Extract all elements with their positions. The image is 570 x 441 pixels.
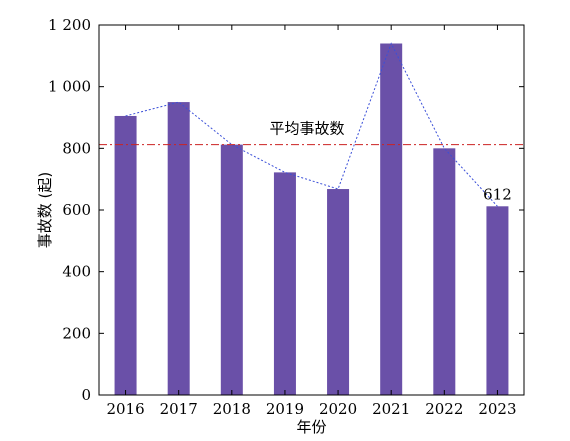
x-tick-label: 2022	[425, 400, 463, 418]
x-tick-label: 2016	[106, 400, 144, 418]
x-ticks-group: 2016 2017 2018 2019 2020 2021 2022 2023	[106, 25, 517, 418]
data-labels-group: 612	[483, 185, 512, 203]
bars-group	[114, 43, 509, 395]
y-tick-label: 400	[62, 263, 91, 281]
data-label-2023: 612	[483, 185, 512, 203]
y-tick-label: 0	[81, 386, 91, 404]
y-tick-label: 200	[62, 324, 91, 342]
bar-2022	[433, 148, 456, 395]
bar-2016	[114, 115, 137, 395]
x-axis-title: 年份	[296, 418, 326, 436]
x-tick-label: 2021	[372, 400, 410, 418]
bar-2023	[486, 206, 509, 395]
y-tick-label: 800	[62, 139, 91, 157]
bar-2019	[273, 172, 296, 395]
x-tick-label: 2020	[319, 400, 357, 418]
x-tick-label: 2018	[213, 400, 251, 418]
y-tick-label: 1 000	[48, 78, 91, 96]
y-ticks-group: 0 200 400 600 800 1 000 1 200	[48, 16, 524, 404]
x-tick-label: 2017	[160, 400, 198, 418]
y-axis-title: 事故数 (起)	[36, 172, 54, 248]
x-tick-label: 2019	[266, 400, 304, 418]
reference-line-label: 平均事故数	[269, 120, 344, 138]
y-tick-label: 600	[62, 201, 91, 219]
bar-2020	[327, 189, 350, 395]
bar-2018	[220, 144, 243, 395]
bar-2021	[380, 43, 403, 395]
y-tick-label: 1 200	[48, 16, 91, 34]
x-tick-label: 2023	[478, 400, 516, 418]
bar-2017	[167, 102, 190, 395]
plot-frame	[98, 24, 525, 396]
